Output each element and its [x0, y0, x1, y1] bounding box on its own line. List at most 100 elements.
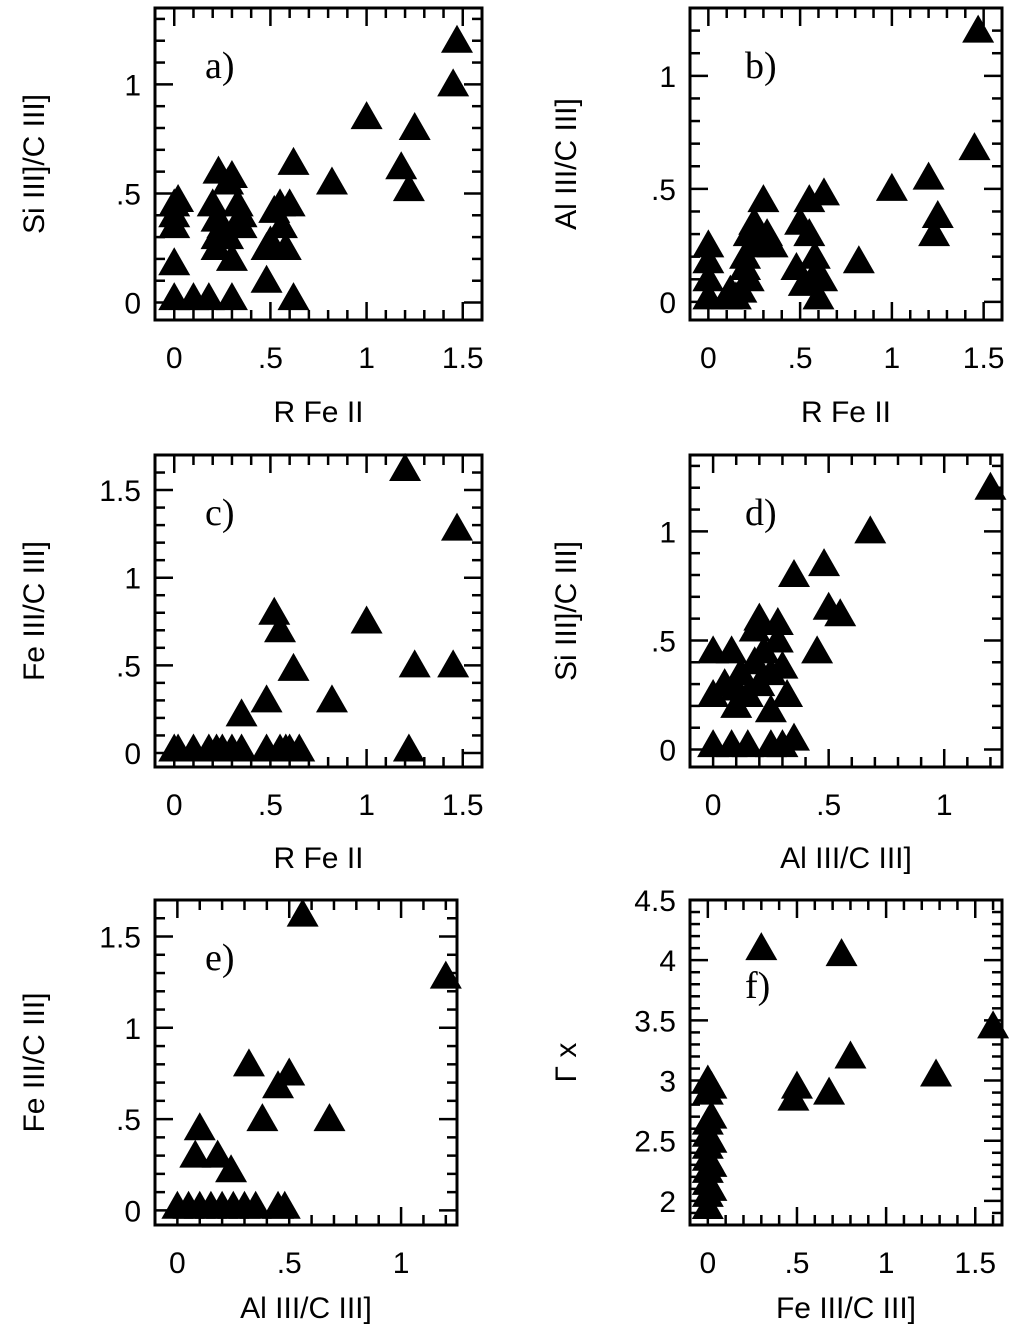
y-tick-label: .5 [651, 174, 676, 207]
y-tick-label: 3 [659, 1066, 676, 1099]
data-point [977, 1010, 1010, 1039]
panel-a: 0 .5 1 1.5 0 .5 1 R Fe II Si III]/C III] a) [18, 6, 484, 429]
panel-label: c) [205, 492, 235, 534]
plot-frame [688, 898, 1004, 1227]
y-tick-label: 1 [659, 516, 676, 549]
data-point [771, 679, 804, 707]
data-point [258, 596, 291, 625]
data-point [875, 172, 908, 201]
data-point [806, 263, 839, 292]
data-point [715, 635, 748, 664]
x-tick-label: 0 [700, 342, 717, 375]
y-tick-label: .5 [116, 650, 141, 683]
data-point [239, 1190, 272, 1219]
x-tick-label: 1.5 [963, 342, 1005, 375]
data-point [158, 247, 191, 276]
data-point [807, 177, 840, 206]
data-point [192, 282, 225, 311]
y-tick-label: 0 [124, 288, 141, 321]
y-tick-label: 1.5 [99, 922, 141, 955]
data-point [273, 188, 306, 217]
plot-frame [153, 453, 484, 769]
data-point [756, 229, 789, 258]
y-tick-label: 4.5 [634, 885, 676, 918]
data-point [440, 512, 473, 541]
panel-c: 0 .5 1 1.5 0 .5 1 1.5 R Fe II Fe III/C III] c) [18, 453, 484, 875]
data-point [920, 1058, 953, 1087]
plot-frame [153, 898, 459, 1227]
data-point [745, 932, 778, 961]
data-point [958, 132, 991, 161]
x-tick-label: 0 [169, 1247, 186, 1280]
panel-label: f) [745, 965, 770, 1007]
x-tick-label: 1.5 [954, 1247, 996, 1280]
data-point [315, 684, 348, 713]
data-point [277, 282, 310, 311]
data-point [215, 160, 248, 188]
panel-d: 0 .5 1 0 .5 1 Al III/C III] Si III]/C III] d) [550, 453, 1007, 875]
data-point [743, 602, 776, 631]
panel-label: e) [205, 937, 235, 979]
data-point [429, 960, 462, 989]
data-point [264, 614, 297, 643]
x-axis-label: R Fe II [801, 396, 891, 429]
y-tick-label: .5 [116, 178, 141, 211]
data-point [162, 184, 195, 212]
data-point [437, 649, 470, 678]
data-point [962, 14, 995, 43]
x-axis-label: Al III/C III] [780, 842, 912, 875]
y-tick-label: 0 [659, 735, 676, 768]
x-axis-label: R Fe II [273, 842, 363, 875]
data-point [692, 229, 725, 258]
data-point [183, 1112, 216, 1141]
data-point [695, 1124, 728, 1153]
y-tick-label: 2 [659, 1186, 676, 1219]
data-point [250, 264, 283, 293]
data-point [912, 161, 945, 190]
data-point [250, 684, 283, 713]
data-point [695, 1070, 728, 1099]
x-axis-label: Al III/C III] [240, 1292, 372, 1325]
data-point [440, 24, 473, 53]
x-tick-label: 0 [699, 1247, 716, 1280]
data-point [813, 1076, 846, 1105]
panel-e: 0 .5 1 0 .5 1 1.5 Al III/C III] Fe III/C III] e) [18, 898, 462, 1325]
plot-frame [688, 6, 1004, 322]
panel-f: 0 .5 1 1.5 2 2.5 3 3.5 4 4.5 Fe III/C III] Γ x f) [550, 885, 1010, 1325]
data-point [225, 733, 258, 762]
y-axis-label: Si III]/C III] [550, 541, 583, 681]
y-tick-label: 0 [659, 287, 676, 320]
data-point [747, 184, 780, 213]
y-tick-label: 0 [124, 738, 141, 771]
y-axis-label: Si III]/C III] [18, 94, 51, 234]
x-tick-label: 1 [358, 342, 375, 375]
data-point [695, 1172, 728, 1201]
x-tick-label: 0 [166, 789, 183, 822]
data-point [825, 938, 858, 967]
data-point [269, 232, 302, 260]
panel-label: a) [205, 45, 235, 87]
x-tick-label: 1.5 [442, 789, 484, 822]
data-point [196, 188, 229, 217]
panel-label: b) [745, 45, 777, 87]
y-tick-label: 1 [659, 61, 676, 94]
plot-frame [688, 453, 1004, 769]
data-point [225, 698, 258, 727]
data-point [754, 694, 787, 723]
x-tick-label: .5 [788, 342, 813, 375]
data-point [215, 282, 248, 311]
y-tick-label: 3.5 [634, 1005, 676, 1038]
data-point [392, 733, 425, 762]
y-tick-label: 1 [124, 1013, 141, 1046]
data-point [179, 1139, 212, 1168]
y-tick-label: .5 [651, 625, 676, 658]
data-point [854, 515, 887, 544]
data-point [695, 1148, 728, 1177]
y-axis-label: Fe III/C III] [18, 992, 51, 1132]
data-point [215, 242, 248, 271]
data-point [692, 263, 725, 292]
x-tick-label: 1 [358, 789, 375, 822]
x-tick-label: .5 [258, 789, 283, 822]
data-point [692, 245, 725, 274]
